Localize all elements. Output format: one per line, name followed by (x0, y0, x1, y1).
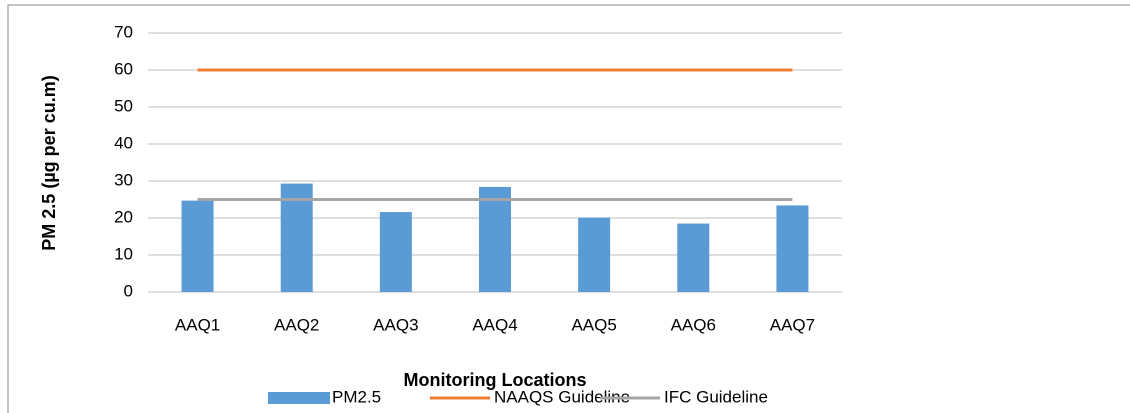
y-tick-label: 60 (114, 59, 133, 78)
y-tick-label: 20 (114, 207, 133, 226)
legend-swatch (268, 392, 330, 404)
bar (280, 183, 313, 292)
x-tick-label: AAQ4 (472, 315, 517, 334)
y-tick-label: 50 (114, 96, 133, 115)
x-tick-label: AAQ5 (571, 315, 616, 334)
x-axis-label: Monitoring Locations (404, 370, 587, 390)
bar (181, 200, 214, 292)
y-tick-label: 10 (114, 244, 133, 263)
legend-label: NAAQS Guideline (494, 387, 630, 406)
bar (578, 217, 611, 292)
x-tick-label: AAQ2 (274, 315, 319, 334)
legend-label: IFC Guideline (664, 387, 768, 406)
y-axis-label: PM 2.5 (µg per cu.m) (39, 75, 59, 250)
y-tick-label: 30 (114, 170, 133, 189)
y-tick-label: 70 (114, 22, 133, 41)
x-tick-label: AAQ1 (175, 315, 220, 334)
bar (776, 205, 809, 292)
x-tick-label: AAQ7 (770, 315, 815, 334)
bar (677, 223, 710, 292)
x-tick-label: AAQ3 (373, 315, 418, 334)
y-tick-label: 40 (114, 133, 133, 152)
chart-border (7, 4, 1130, 413)
bar (379, 212, 412, 292)
bar (479, 186, 511, 292)
legend-label: PM2.5 (332, 387, 381, 406)
x-tick-label: AAQ6 (671, 315, 716, 334)
y-tick-label: 0 (124, 281, 133, 300)
